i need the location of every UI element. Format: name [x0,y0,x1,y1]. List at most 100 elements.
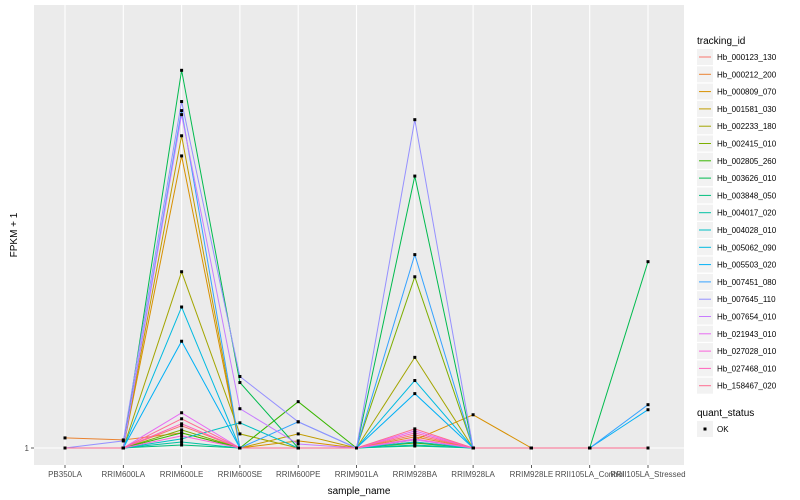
data-point [588,446,592,450]
data-point [413,379,417,383]
data-point [63,446,67,450]
y-axis-ticks: 1 [25,444,34,453]
legend-label: Hb_002415_010 [717,140,777,149]
data-point [180,424,184,428]
data-point [180,109,184,113]
legend2-label: OK [717,425,729,434]
data-point [413,427,417,431]
data-point [180,411,184,415]
data-point [180,134,184,138]
legend-label: Hb_007645_110 [717,295,776,304]
data-point [238,381,242,385]
data-point [471,413,475,417]
data-point [413,392,417,396]
legend-label: Hb_000809_070 [717,88,777,97]
x-axis-title: sample_name [328,486,391,497]
data-point [180,113,184,117]
data-point [180,440,184,444]
y-axis-title: FPKM + 1 [9,212,20,257]
data-point [413,253,417,257]
data-point [413,275,417,279]
data-point [296,400,300,404]
x-tick-label: RRIM928BA [393,470,438,479]
legend-label: Hb_004028_010 [717,226,777,235]
data-point [238,374,242,378]
data-point [296,439,300,443]
data-point [646,403,650,407]
data-point [413,440,417,444]
data-point [180,434,184,438]
data-point [413,435,417,439]
x-tick-label: RRIM600LA [102,470,146,479]
legend-label: Hb_002805_260 [717,157,777,166]
data-point [413,433,417,437]
legend-label: Hb_005503_020 [717,261,777,270]
data-point [180,431,184,435]
data-point [296,432,300,436]
data-point [180,339,184,343]
data-point [180,437,184,441]
x-tick-label: RRII105LA_Control [555,470,625,479]
panel-background [34,5,684,465]
data-point [296,420,300,424]
legend-label: Hb_005062_090 [717,243,777,252]
legend-label: Hb_000212_200 [717,70,777,79]
x-axis-ticks: PB350LA RRIM600LA RRIM600LE RRIM600SE RRIM60… [48,465,686,479]
legend2-key-point [703,427,707,431]
data-point [529,446,533,450]
x-tick-label: RRIM600SE [218,470,262,479]
legend-label: Hb_002233_180 [717,122,777,131]
y-tick-label: 1 [25,444,30,453]
data-point [471,446,475,450]
legend-label: Hb_021943_010 [717,330,777,339]
legend-label: Hb_001581_030 [717,105,777,114]
data-point [121,439,125,443]
data-point [180,100,184,104]
gridlines [34,5,684,465]
legend-quant-status: OK [697,421,729,437]
legend-label: Hb_158467_020 [717,382,777,391]
data-point [180,428,184,432]
data-point [296,446,300,450]
data-point [413,437,417,441]
legend-label: Hb_027028_010 [717,347,777,356]
x-tick-label: RRIM928LA [451,470,495,479]
data-points [63,68,650,450]
data-point [180,305,184,309]
data-point [180,154,184,158]
data-point [180,270,184,274]
data-point [180,68,184,72]
legend-label: Hb_003626_010 [717,174,777,183]
data-point [238,446,242,450]
data-point [238,421,242,425]
x-tick-label: RRIM600PE [276,470,320,479]
data-point [180,422,184,426]
data-point [180,443,184,447]
data-point [238,432,242,436]
legend-label: Hb_007654_010 [717,313,777,322]
data-point [238,407,242,411]
legend-label: Hb_003848_050 [717,191,777,200]
data-point [413,431,417,435]
x-tick-label: PB350LA [48,470,82,479]
legend-title: tracking_id [697,36,745,47]
legend-label: Hb_000123_130 [717,53,777,62]
data-point [180,417,184,421]
data-point [646,260,650,264]
data-point [646,446,650,450]
x-tick-label: RRIM901LA [335,470,379,479]
data-point [63,436,67,440]
data-point [355,446,358,450]
data-point [413,429,417,433]
data-point [121,446,125,450]
legend-label: Hb_027468_010 [717,364,777,373]
data-point [413,118,417,122]
x-tick-label: RRIM928LE [510,470,554,479]
legend: Hb_000123_130 Hb_000212_200 Hb_000809_070 H… [697,49,777,394]
data-point [646,408,650,412]
x-tick-label: RRII105LA_Stressed [610,470,685,479]
legend2-title: quant_status [697,408,754,419]
data-point [413,355,417,359]
x-tick-label: RRIM600LE [160,470,204,479]
